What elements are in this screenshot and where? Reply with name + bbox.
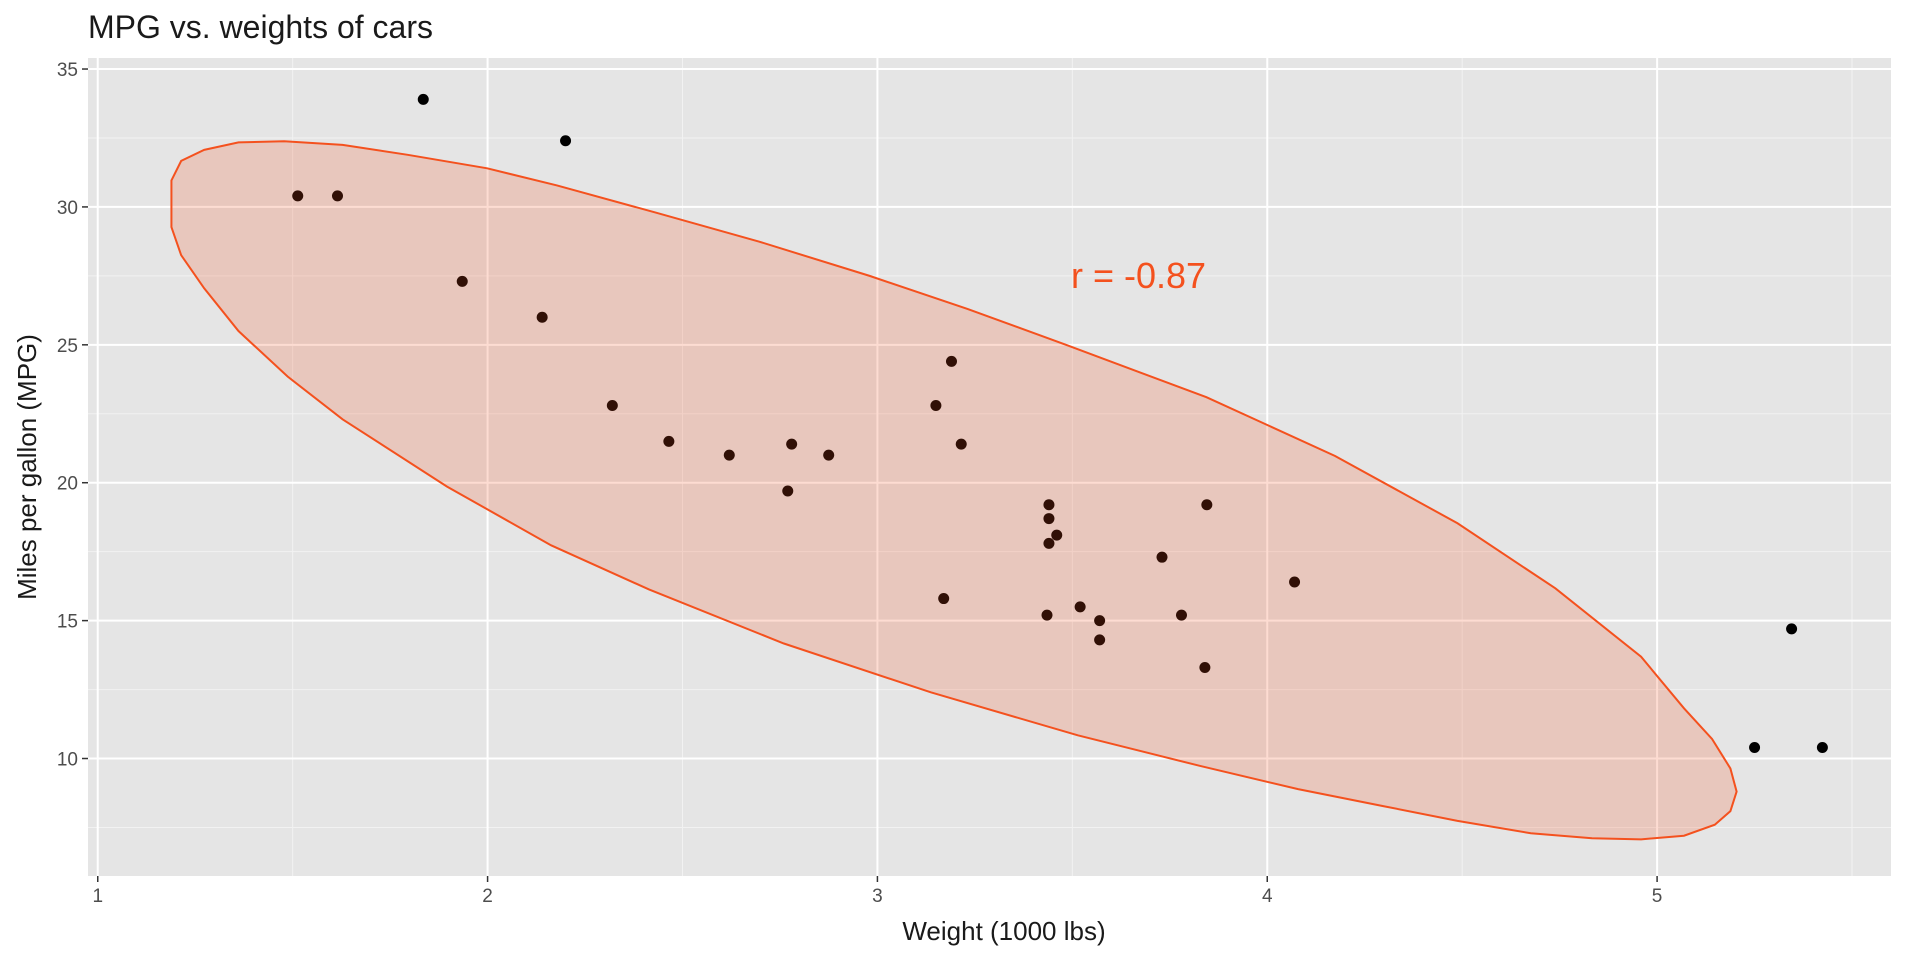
point [786,438,798,450]
point [1175,609,1187,621]
point [1043,537,1055,549]
y-tick-label: 35 [57,60,78,81]
point [1094,615,1106,627]
y-tick-label: 15 [57,612,78,633]
point [560,135,572,147]
point [1199,662,1211,674]
chart-title: MPG vs. weights of cars [88,9,433,45]
point [1201,499,1213,511]
point [723,449,735,461]
point [331,190,343,202]
point [1041,609,1053,621]
confidence-ellipse [170,140,1738,841]
point [536,311,548,323]
point [930,399,942,411]
point [1074,601,1086,613]
x-tick-label: 3 [872,886,883,907]
point [1786,623,1798,635]
point [1051,529,1063,541]
point [782,485,794,497]
plot-panel [88,58,1891,876]
y-tick-label: 10 [57,750,78,771]
y-axis-label: Miles per gallon (MPG) [12,334,42,600]
x-axis-label: Weight (1000 lbs) [902,916,1105,946]
y-tick-label: 20 [57,474,78,495]
point [417,93,429,105]
point [955,438,967,450]
y-tick-label: 25 [57,336,78,357]
point [456,275,468,287]
point [1289,576,1301,588]
point [938,593,950,605]
x-tick-label: 2 [482,886,493,907]
point [945,355,957,367]
x-tick-label: 4 [1262,886,1273,907]
point [292,190,304,202]
point [1043,499,1055,511]
point [1043,513,1055,525]
point [606,399,618,411]
point [823,449,835,461]
annotation: r = -0.87 [1071,255,1206,296]
point [1156,551,1168,563]
point [1816,741,1828,753]
point [663,435,675,447]
x-tick-label: 1 [92,886,103,907]
point [1094,634,1106,646]
point [1749,741,1761,753]
y-tick-label: 30 [57,198,78,219]
x-tick-label: 5 [1652,886,1663,907]
